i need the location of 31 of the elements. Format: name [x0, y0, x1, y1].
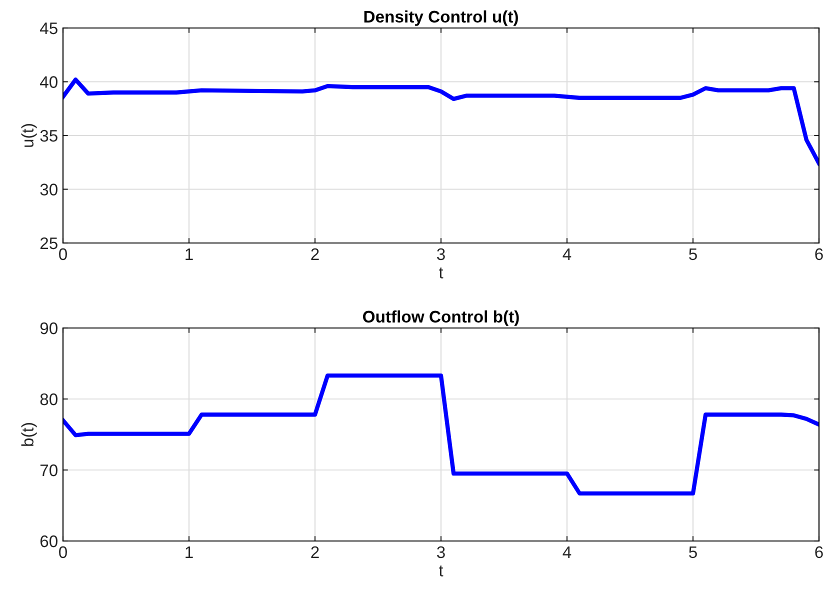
x-tick-label: 6 [815, 546, 823, 558]
x-tick-label: 5 [689, 546, 697, 558]
y-axis-title: u(t) [21, 124, 37, 147]
x-tick-label: 0 [59, 546, 67, 558]
x-tick-label: 5 [689, 248, 697, 260]
x-tick-label: 4 [562, 248, 572, 260]
y-tick-label: 80 [40, 393, 58, 406]
chart-title: Outflow Control b(t) [363, 310, 519, 326]
x-axis-title: t [438, 565, 444, 576]
x-axis-title: t [438, 267, 444, 278]
y-tick-label: 45 [40, 22, 58, 34]
x-tick-label: 1 [186, 248, 193, 260]
x-tick-label: 2 [311, 248, 319, 260]
y-tick-label: 60 [40, 535, 58, 548]
y-tick-label: 35 [40, 130, 58, 142]
y-tick-label: 40 [40, 76, 58, 88]
y-axis-title: b(t) [21, 423, 37, 446]
x-tick-label: 3 [437, 546, 445, 558]
chart-title: Density Control u(t) [364, 10, 518, 26]
x-tick-label: 0 [59, 248, 67, 260]
y-tick-label: 70 [40, 464, 58, 476]
x-tick-label: 2 [311, 546, 319, 558]
y-tick-label: 30 [40, 184, 58, 196]
x-tick-label: 6 [815, 248, 823, 260]
x-tick-label: 3 [437, 248, 445, 260]
line-series [63, 78, 819, 166]
line-series [63, 373, 819, 496]
x-tick-label: 1 [186, 546, 193, 558]
y-tick-label: 25 [40, 237, 58, 250]
x-tick-label: 4 [562, 546, 572, 558]
y-tick-label: 90 [40, 322, 58, 334]
